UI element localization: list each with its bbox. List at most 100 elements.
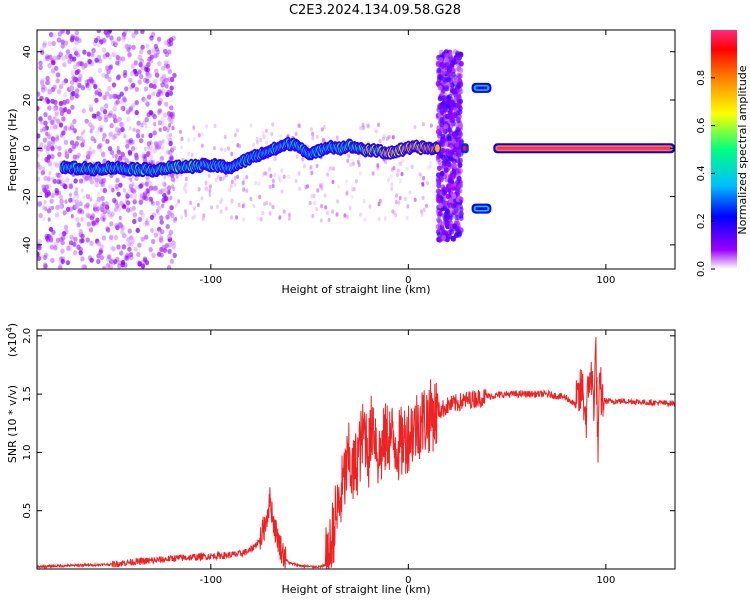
noise-blob: [134, 100, 139, 106]
colorbar: 0.0 0.2 0.4 0.6 0.8 Normalized spectral ampl…: [696, 30, 749, 277]
snr-y-tick-label: 1.5: [22, 386, 33, 402]
noise-blob: [456, 184, 462, 191]
noise-blob: [440, 184, 446, 190]
noise-blob: [139, 74, 144, 80]
noise-blob: [337, 184, 340, 189]
noise-blob: [71, 56, 77, 62]
noise-blob: [302, 164, 306, 169]
noise-blob: [162, 112, 168, 118]
noise-blob: [37, 201, 43, 207]
noise-blob: [455, 196, 461, 203]
noise-blob: [78, 73, 83, 79]
noise-blob: [73, 236, 78, 242]
noise-blob: [258, 195, 262, 200]
noise-blob: [210, 205, 213, 210]
noise-blob: [165, 224, 170, 230]
noise-blob: [43, 120, 48, 126]
noise-blob: [422, 122, 425, 127]
noise-blob: [148, 83, 154, 89]
noise-blob: [58, 232, 64, 238]
noise-blob: [124, 255, 130, 261]
noise-blob: [90, 125, 95, 131]
noise-blob: [169, 147, 175, 153]
noise-blob: [443, 123, 449, 130]
noise-blob: [94, 90, 99, 96]
noise-blob: [361, 122, 365, 128]
noise-blob: [98, 177, 104, 183]
noise-blob: [449, 117, 455, 123]
noise-blob: [80, 188, 84, 193]
noise-blob: [101, 201, 105, 207]
noise-blob: [368, 204, 372, 209]
noise-blob: [131, 182, 135, 187]
noise-blob: [390, 186, 394, 192]
noise-blob: [458, 81, 464, 87]
noise-blob: [183, 209, 187, 214]
noise-blob: [454, 87, 460, 93]
noise-blob: [265, 140, 268, 145]
noise-blob: [436, 217, 441, 223]
noise-blob: [86, 150, 91, 156]
noise-blob: [444, 57, 449, 63]
noise-blob: [441, 102, 447, 109]
noise-blob: [64, 229, 69, 235]
noise-blob: [160, 117, 165, 123]
noise-blob: [108, 94, 113, 100]
noise-blob: [202, 213, 206, 218]
noise-blob: [76, 80, 81, 86]
noise-blob: [50, 125, 54, 131]
noise-blob: [45, 145, 51, 152]
noise-blob: [155, 141, 160, 147]
noise-blob: [441, 137, 447, 144]
noise-blob: [61, 231, 67, 237]
noise-blob: [126, 237, 131, 243]
noise-blob: [170, 212, 175, 219]
noise-blob: [160, 229, 165, 235]
noise-blob: [46, 154, 52, 160]
noise-blob: [80, 256, 85, 262]
noise-blob: [78, 229, 83, 235]
noise-blob: [128, 126, 132, 131]
noise-blob: [163, 175, 167, 180]
noise-blob: [428, 164, 432, 169]
noise-blob: [127, 246, 132, 252]
noise-blob: [87, 58, 92, 65]
noise-blob: [426, 180, 429, 186]
noise-blob: [37, 239, 43, 245]
noise-blob: [184, 189, 188, 194]
noise-blob: [459, 196, 464, 203]
noise-blob: [40, 170, 46, 176]
noise-blob: [47, 62, 52, 69]
noise-blob: [132, 212, 138, 218]
noise-blob: [187, 137, 191, 143]
noise-blob: [62, 92, 68, 98]
colorbar-tick-label: 0.4: [696, 165, 707, 181]
noise-blob: [129, 177, 133, 183]
noise-blob: [145, 188, 150, 194]
noise-blob: [318, 183, 322, 188]
noise-blob: [63, 139, 69, 145]
noise-blob: [122, 72, 128, 78]
noise-blob: [133, 60, 138, 66]
noise-blob: [371, 171, 375, 176]
noise-blob: [447, 202, 453, 209]
noise-blob: [259, 137, 263, 143]
noise-blob: [233, 182, 237, 187]
noise-blob: [86, 154, 91, 160]
noise-blob: [351, 161, 355, 166]
noise-blob: [96, 196, 102, 202]
noise-blob: [126, 116, 131, 122]
noise-blob: [66, 245, 71, 251]
noise-blob: [84, 79, 90, 85]
snr-frame: [36, 329, 676, 570]
noise-blob: [320, 127, 324, 132]
noise-blob: [53, 106, 59, 112]
noise-blob: [121, 34, 127, 40]
noise-blob: [180, 145, 184, 150]
noise-blob: [448, 220, 453, 226]
noise-blob: [167, 41, 172, 48]
noise-blob: [78, 207, 83, 213]
noise-blob: [85, 212, 90, 218]
noise-blob: [74, 36, 80, 42]
noise-blob: [336, 199, 340, 204]
